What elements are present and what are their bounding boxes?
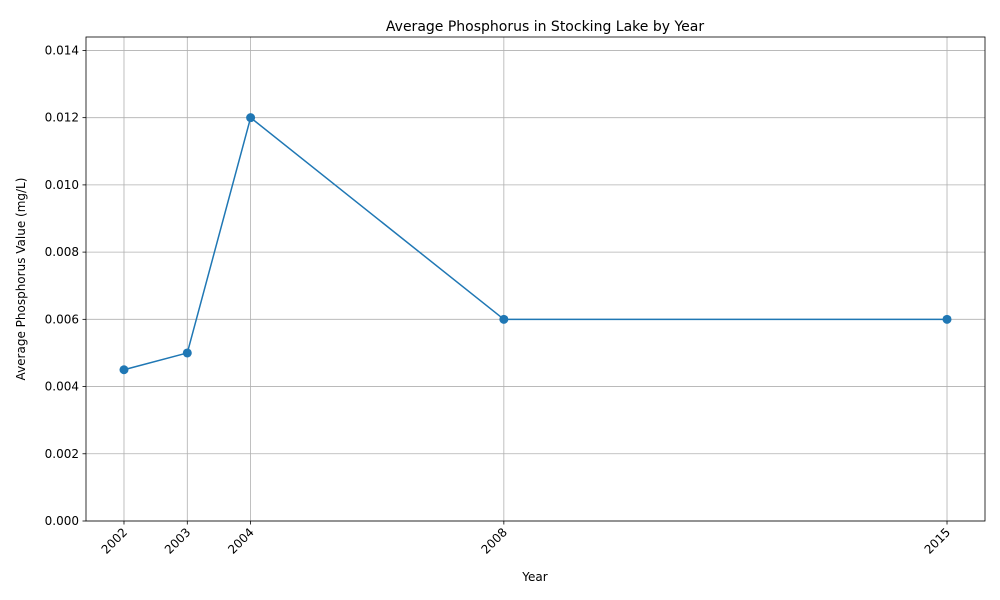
- data-point: [182, 348, 192, 358]
- y-axis-title: Average Phosphorus Value (mg/L): [14, 178, 28, 381]
- data-point: [942, 314, 952, 324]
- chart-title: Average Phosphorus in Stocking Lake by Y…: [386, 19, 704, 35]
- data-point: [499, 314, 509, 324]
- x-tick-label: 2004: [225, 525, 256, 556]
- y-tick-label: 0.004: [45, 380, 79, 394]
- plot-frame: [85, 36, 986, 522]
- x-tick-label: 2008: [478, 525, 509, 556]
- y-tick-label: 0.008: [45, 245, 79, 259]
- y-tick-label: 0.014: [45, 43, 79, 57]
- x-tick-label: 2002: [99, 525, 130, 556]
- x-tick-label: 2003: [162, 525, 193, 556]
- data-point: [119, 365, 129, 375]
- x-axis-title: Year: [521, 570, 547, 584]
- series-layer: [119, 113, 952, 375]
- y-tick-label: 0.012: [45, 111, 79, 125]
- y-tick-label: 0.010: [45, 178, 79, 192]
- x-tick-label: 2015: [922, 525, 953, 556]
- axes-layer: [85, 36, 986, 522]
- series-line: [123, 116, 948, 371]
- y-tick-label: 0.006: [45, 312, 79, 326]
- y-tick-label: 0.000: [45, 514, 79, 528]
- data-point: [246, 113, 256, 123]
- grid-layer: [86, 37, 985, 522]
- y-tick-label: 0.002: [45, 447, 79, 461]
- ticks-layer: 0.000 0.002 0.004 0.006 0.008 0.010 0.012 0.014…: [45, 43, 953, 556]
